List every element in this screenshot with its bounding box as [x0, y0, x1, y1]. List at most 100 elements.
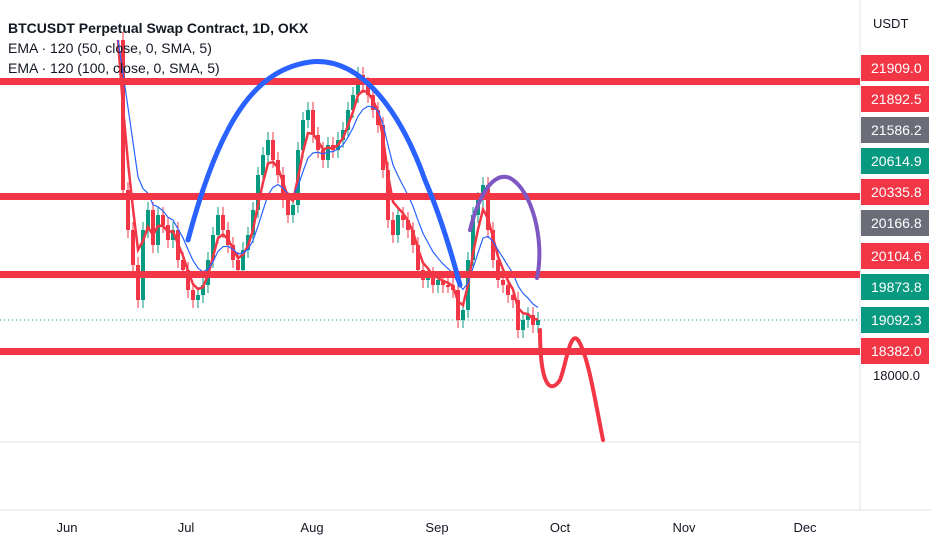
- candle-body: [286, 200, 290, 215]
- price-tag-label: 20335.8: [871, 184, 922, 200]
- candle-body: [396, 215, 400, 235]
- candle-body: [441, 280, 445, 285]
- projection-drawing[interactable]: [538, 328, 605, 442]
- candle-body: [146, 210, 150, 230]
- candle-body: [136, 265, 140, 300]
- price-tag-label: 20104.6: [871, 248, 922, 264]
- candle-body: [191, 290, 195, 300]
- candle-body: [516, 300, 520, 330]
- candle-body: [141, 230, 145, 300]
- price-tag-label: 21909.0: [871, 60, 922, 76]
- candle-body: [291, 205, 295, 215]
- price-tag: 20104.6: [861, 243, 929, 269]
- time-tick-label: Jun: [57, 520, 78, 535]
- candle-body: [346, 110, 350, 130]
- price-tag-bg: [861, 274, 929, 300]
- candle-body: [521, 320, 525, 330]
- price-tag-label: 21892.5: [871, 91, 922, 107]
- candle-body: [416, 245, 420, 270]
- indicator-ema-50[interactable]: EMA · 120 (50, close, 0, SMA, 5): [8, 40, 212, 56]
- time-tick-label: Nov: [672, 520, 696, 535]
- candle-body: [461, 310, 465, 320]
- purple-arc-drawing[interactable]: [468, 174, 542, 280]
- price-tag: 21586.2: [861, 117, 929, 143]
- level-line-19873[interactable]: [0, 271, 860, 278]
- time-tick-label: Aug: [300, 520, 323, 535]
- candle-body: [171, 230, 175, 240]
- price-tag: 21892.5: [861, 86, 929, 112]
- candle-body: [131, 230, 135, 265]
- price-tag-bg: [861, 210, 929, 236]
- candle-body: [411, 230, 415, 245]
- price-tag: 20614.9: [861, 148, 929, 174]
- candle-body: [201, 285, 205, 295]
- candle-body: [401, 215, 405, 220]
- blue-arc-drawing[interactable]: [185, 59, 463, 288]
- time-tick-label: Jul: [178, 520, 195, 535]
- price-tag-bg: [861, 117, 929, 143]
- candle-body: [321, 150, 325, 160]
- price-tag-bg: [861, 86, 929, 112]
- time-axis: Jun Jul Aug Sep Oct Nov Dec: [57, 520, 818, 535]
- candle-body: [266, 140, 270, 155]
- chart-title: BTCUSDT Perpetual Swap Contract, 1D, OKX: [8, 20, 309, 36]
- candle-body: [406, 220, 410, 230]
- price-tag-bg: [861, 243, 929, 269]
- candle-body: [526, 315, 530, 320]
- indicator-ema-100[interactable]: EMA · 120 (100, close, 0, SMA, 5): [8, 60, 220, 76]
- price-tag: 19092.3: [861, 307, 929, 333]
- price-axis-partial-label: 18000.0: [873, 368, 920, 383]
- candle-body: [196, 295, 200, 300]
- candle-body: [456, 290, 460, 320]
- candle-body: [366, 85, 370, 95]
- candle-body: [431, 275, 435, 285]
- candle-body: [256, 175, 260, 210]
- price-tag-label: 18382.0: [871, 343, 922, 359]
- candle-body: [126, 190, 130, 230]
- price-tag-label: 21586.2: [871, 122, 922, 138]
- candle-body: [511, 295, 515, 300]
- candle-body: [306, 110, 310, 120]
- level-line-21909[interactable]: [0, 78, 860, 85]
- candle-body: [236, 260, 240, 270]
- candle-body: [436, 280, 440, 285]
- candle-body: [311, 110, 315, 135]
- price-tag: 18382.0: [861, 338, 929, 364]
- candle-body: [151, 210, 155, 245]
- price-tag-label: 20614.9: [871, 153, 922, 169]
- candle-body: [301, 120, 305, 150]
- candle-body: [211, 235, 215, 260]
- candle-body: [486, 185, 490, 230]
- price-tag-bg: [861, 55, 929, 81]
- time-tick-label: Dec: [793, 520, 817, 535]
- candle-body: [241, 250, 245, 270]
- candle-body: [261, 155, 265, 175]
- candle-body: [251, 210, 255, 235]
- chart-legend: BTCUSDT Perpetual Swap Contract, 1D, OKX…: [8, 18, 308, 78]
- candle-body: [506, 285, 510, 295]
- candle-body: [216, 215, 220, 235]
- candle-body: [181, 260, 185, 270]
- level-line-18382[interactable]: [0, 348, 860, 355]
- price-tag-bg: [861, 307, 929, 333]
- price-tag-bg: [861, 148, 929, 174]
- candle-body: [496, 260, 500, 280]
- candle-body: [221, 215, 225, 230]
- candle-body: [391, 220, 395, 235]
- time-tick-label: Oct: [550, 520, 571, 535]
- candle-body: [536, 320, 540, 325]
- candle-body: [156, 215, 160, 245]
- price-tag: 19873.8: [861, 274, 929, 300]
- price-tag-label: 19873.8: [871, 279, 922, 295]
- ema-100-line: [117, 39, 539, 308]
- price-tags: 21909.0 21892.5 21586.2 20614.9 20335.8 20166…: [861, 55, 929, 364]
- candle-body: [471, 215, 475, 260]
- candle-body: [381, 125, 385, 170]
- price-axis-currency: USDT: [873, 16, 908, 31]
- candle-body: [161, 215, 165, 225]
- price-tag-label: 20166.8: [871, 215, 922, 231]
- price-tag: 20335.8: [861, 179, 929, 205]
- price-tag-bg: [861, 338, 929, 364]
- candle-body: [446, 285, 450, 287]
